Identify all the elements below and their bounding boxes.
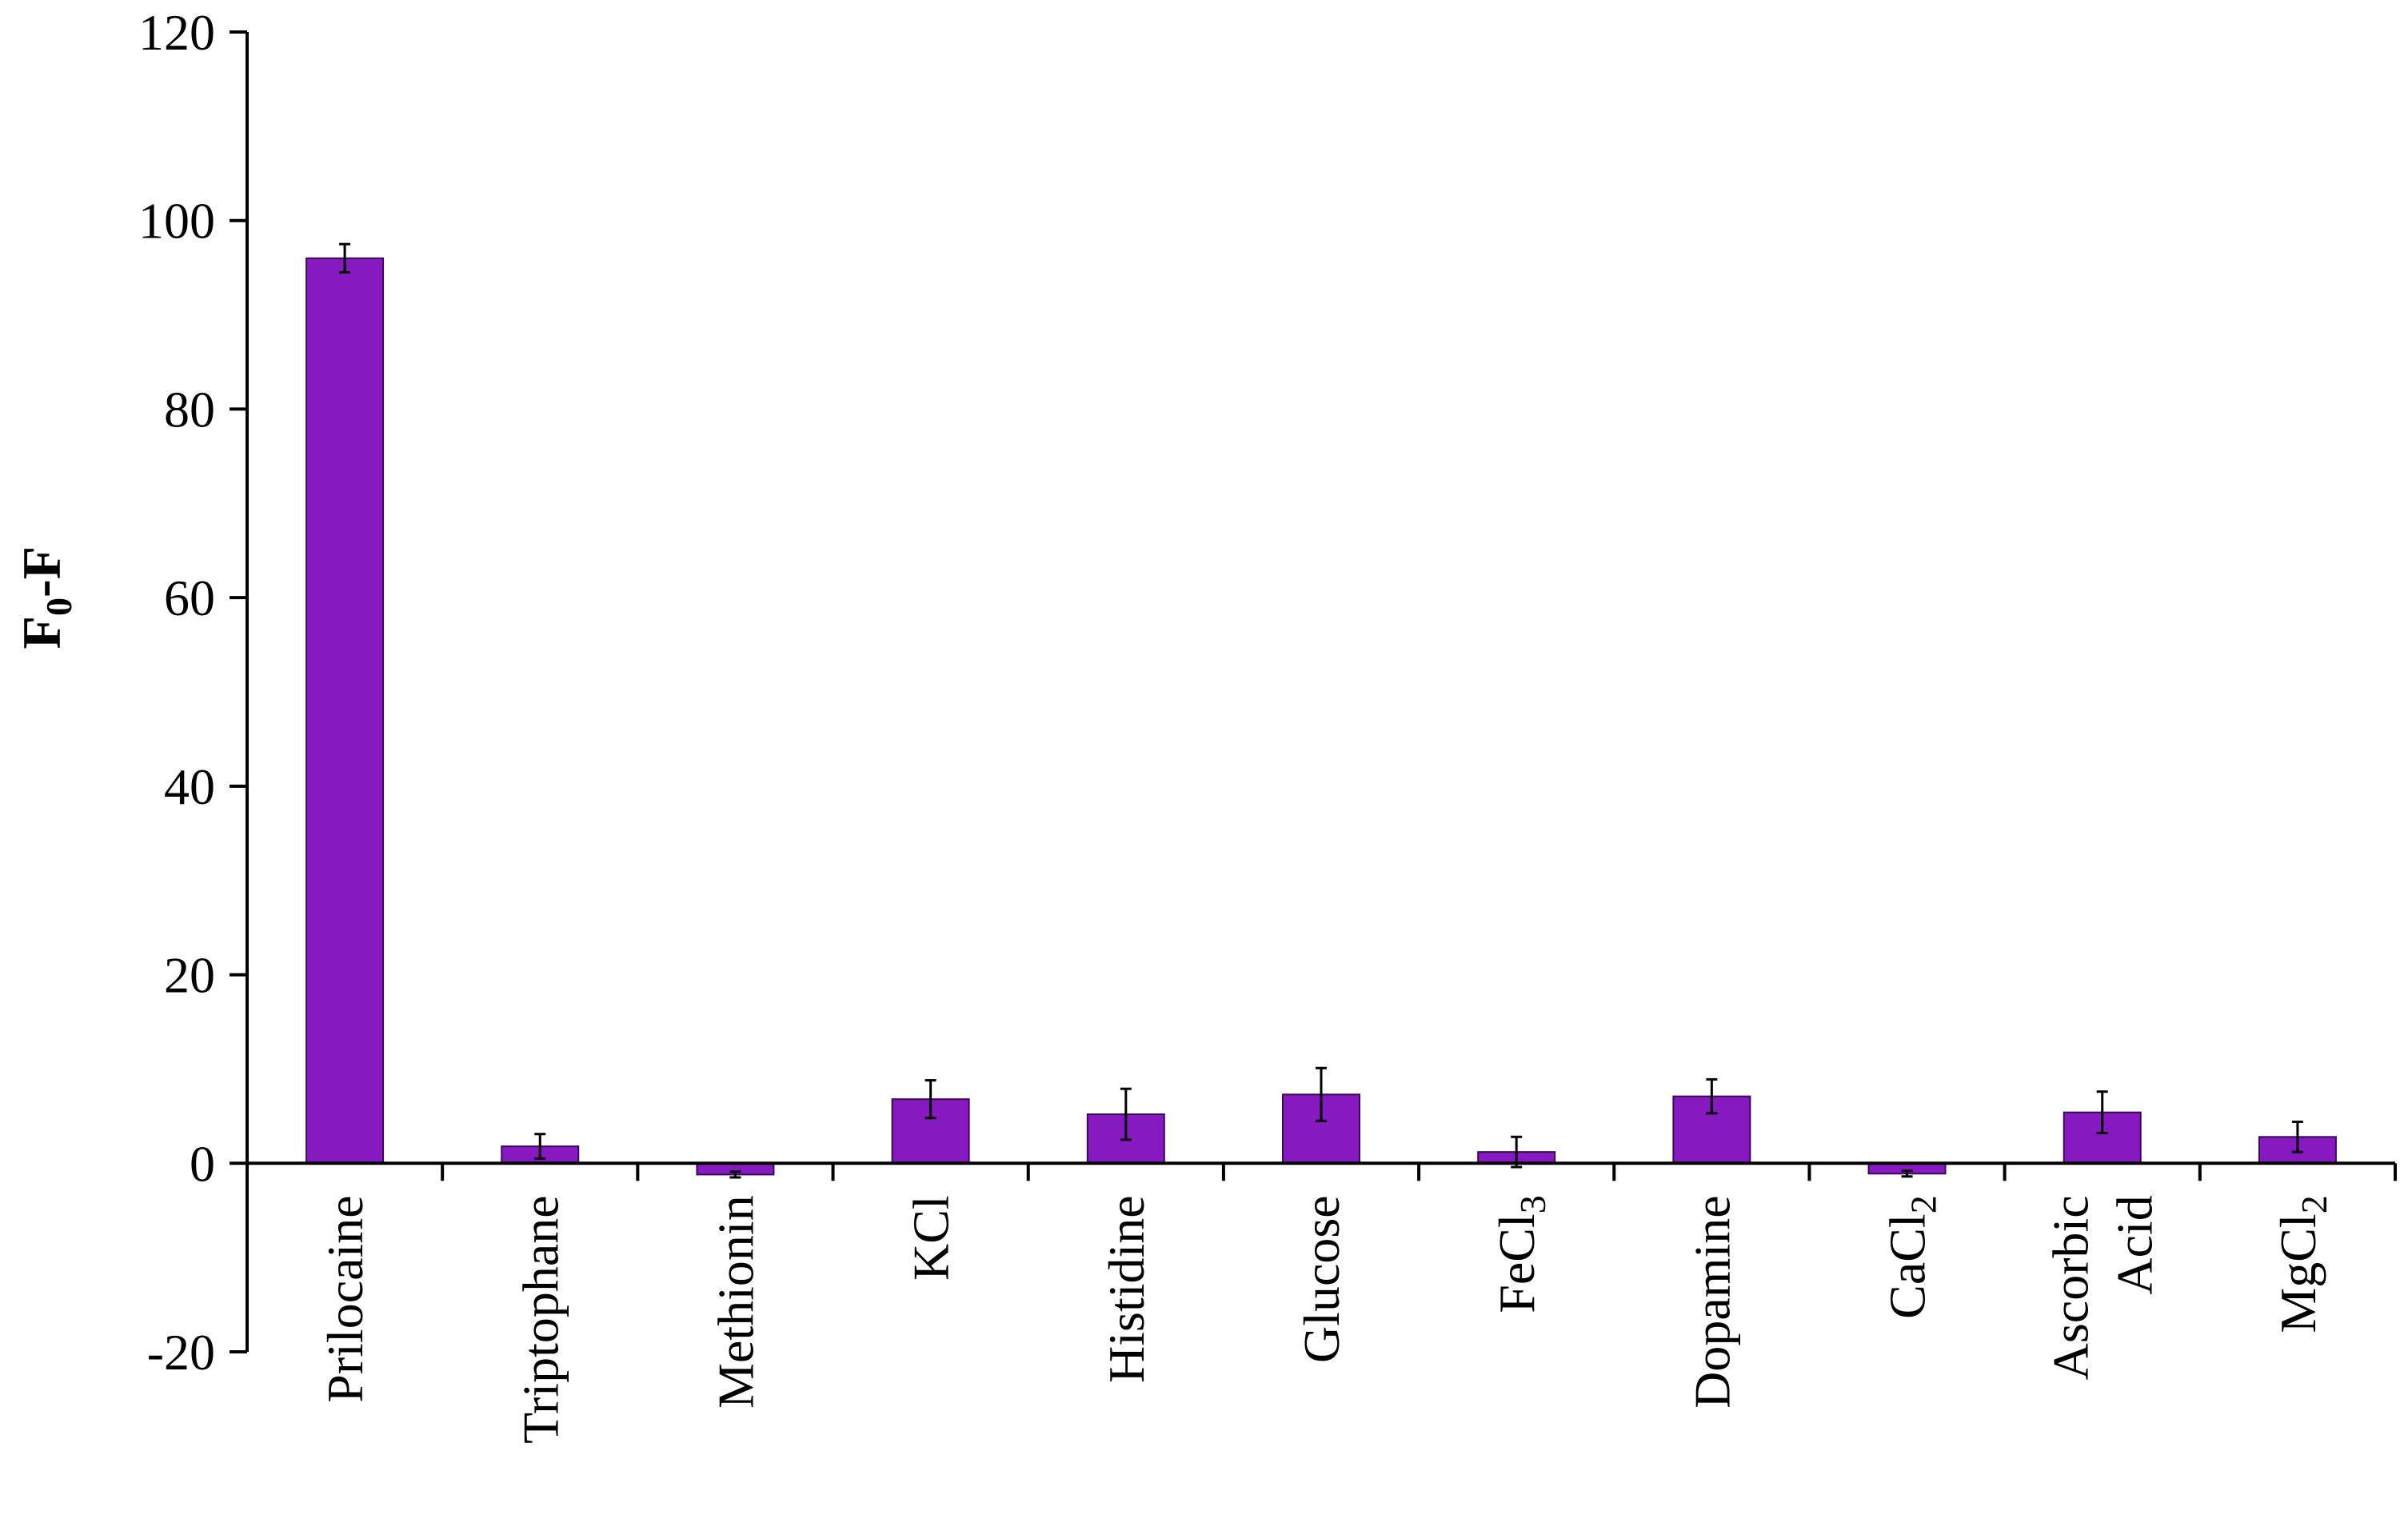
y-tick-label: 120 xyxy=(138,4,215,61)
x-category-label: Glucose xyxy=(1293,1195,1350,1363)
y-axis: -20 0 20 40 60 80 100 120 xyxy=(138,4,249,1381)
error-bar xyxy=(339,242,351,274)
error-bar xyxy=(1901,1169,1913,1178)
error-bar xyxy=(729,1170,741,1179)
error-bar xyxy=(2096,1090,2108,1135)
error-bar xyxy=(924,1079,936,1120)
y-tick-label: -20 xyxy=(147,1324,215,1381)
y-tick-label: 20 xyxy=(164,947,215,1004)
x-axis xyxy=(247,1161,2397,1181)
bars xyxy=(305,257,2337,1176)
y-tick-label: 80 xyxy=(164,381,215,438)
y-tick-label: 0 xyxy=(190,1135,215,1192)
x-category-label: FeCl3 xyxy=(1488,1195,1553,1313)
y-tick-label: 100 xyxy=(138,193,215,250)
y-tick-label: 40 xyxy=(164,758,215,815)
x-category-label: Prilocaine xyxy=(317,1195,373,1402)
x-category-label: Acid xyxy=(2107,1195,2163,1294)
error-bar xyxy=(2291,1120,2303,1153)
x-category-label: Ascorbic xyxy=(2043,1195,2099,1380)
error-bar xyxy=(1316,1066,1327,1122)
category-labels: Prilocaine Triptophane Methionin KCl Histidi… xyxy=(317,1195,2334,1444)
y-axis-title-tail: -F xyxy=(11,546,72,598)
x-category-label: Dopamine xyxy=(1683,1195,1740,1409)
error-bars xyxy=(339,242,2303,1179)
x-category-label: Triptophane xyxy=(512,1195,569,1444)
bar xyxy=(305,257,385,1165)
x-category-label: Methionin xyxy=(707,1195,764,1409)
x-category-label: MgCl2 xyxy=(2270,1195,2334,1333)
y-axis-title-main: F xyxy=(11,616,72,650)
error-bar xyxy=(1120,1087,1132,1141)
x-category-label: CaCl2 xyxy=(1879,1195,1944,1319)
error-bar xyxy=(534,1133,546,1160)
x-category-label: KCl xyxy=(903,1195,960,1281)
y-axis-title-subscript: 0 xyxy=(38,598,79,616)
y-axis-title: F0-F xyxy=(11,546,79,650)
x-category-label: Histidine xyxy=(1098,1195,1155,1383)
error-bar xyxy=(1706,1077,1718,1115)
y-tick-label: 60 xyxy=(164,570,215,626)
